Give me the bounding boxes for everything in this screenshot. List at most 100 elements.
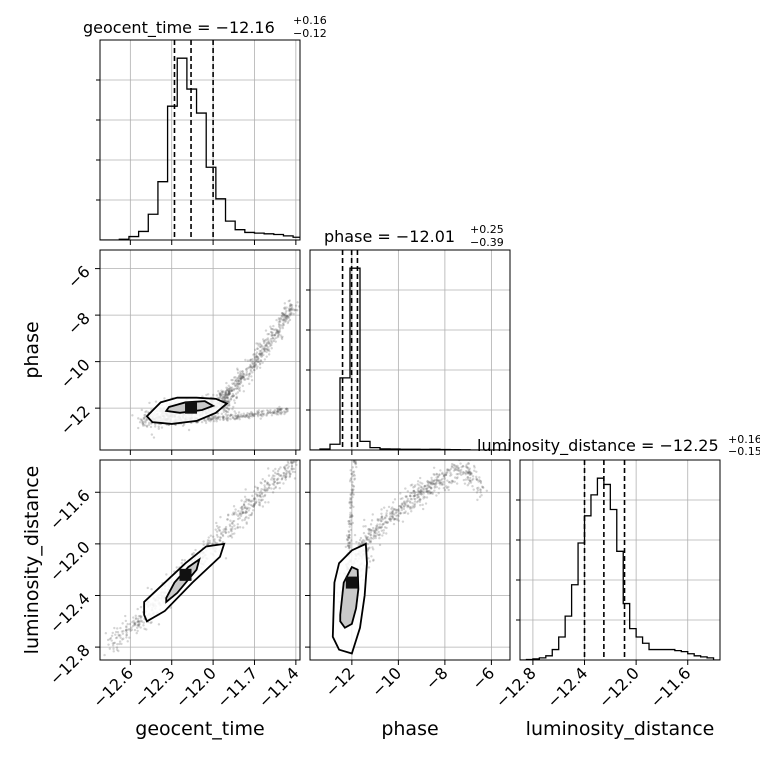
scatter-point (365, 536, 368, 539)
scatter-point (145, 410, 148, 413)
scatter-point (445, 485, 448, 488)
scatter-point (240, 415, 243, 418)
scatter-point (134, 617, 138, 621)
scatter-point (290, 468, 293, 471)
scatter-point (426, 490, 430, 493)
panel-border (519, 459, 721, 661)
scatter-point (227, 408, 230, 411)
scatter-point (352, 445, 354, 447)
scatter-point (430, 478, 434, 482)
scatter-point (227, 400, 230, 403)
scatter-point (274, 340, 277, 343)
scatter-point (270, 341, 273, 345)
scatter-point (288, 473, 292, 476)
scatter-point (208, 541, 212, 544)
scatter-point (233, 532, 236, 535)
scatter-point (352, 493, 356, 496)
scatter-point (265, 344, 268, 347)
scatter-point (223, 395, 227, 398)
scatter-point (219, 539, 222, 543)
scatter-point (395, 511, 398, 514)
scatter-point (218, 528, 221, 532)
title-luminosity-distance-sup: +0.16 (728, 433, 760, 446)
scatter-point (245, 515, 248, 519)
scatter-point (288, 474, 292, 478)
scatter-point (125, 628, 128, 632)
scatter-point (252, 365, 255, 369)
scatter-point (459, 471, 463, 474)
scatter-point (404, 495, 407, 498)
scatter-point (468, 479, 472, 482)
scatter-point (242, 390, 246, 393)
scatter-point (374, 535, 378, 538)
scatter-point (479, 489, 482, 492)
scatter-point (390, 517, 393, 521)
scatter-point (353, 533, 357, 537)
scatter-point (274, 486, 277, 490)
scatter-point (265, 414, 268, 417)
scatter-point (267, 346, 270, 349)
scatter-point (380, 519, 383, 523)
scatter-point (412, 489, 416, 493)
scatter-point (148, 421, 151, 425)
scatter-point (378, 518, 381, 521)
scatter-point (277, 467, 281, 471)
scatter-point (391, 510, 394, 513)
scatter-point (278, 320, 282, 324)
scatter-point (259, 349, 263, 353)
scatter-point (222, 408, 225, 411)
scatter-point (369, 540, 372, 544)
scatter-point (399, 505, 403, 509)
scatter-point (242, 376, 246, 379)
scatter-point (262, 339, 266, 343)
scatter-point (157, 623, 161, 626)
scatter-point (432, 472, 435, 476)
scatter-point (351, 490, 354, 493)
scatter-point (352, 488, 355, 491)
scatter-point (293, 309, 296, 312)
scatter-point (290, 464, 294, 468)
scatter-point (353, 477, 357, 480)
scatter-point (435, 476, 438, 479)
scatter-point (349, 503, 352, 506)
scatter-point (376, 528, 379, 531)
scatter-point (353, 461, 356, 464)
scatter-point (372, 548, 375, 551)
scatter-point (246, 498, 249, 502)
scatter-point (249, 363, 252, 367)
scatter-point (254, 492, 257, 496)
scatter-point (239, 378, 243, 382)
scatter-point (278, 408, 281, 411)
scatter-point (389, 518, 392, 521)
scatter-point (203, 419, 206, 422)
scatter-point (279, 474, 282, 478)
scatter-point (142, 417, 146, 421)
scatter-point (373, 530, 376, 533)
scatter-point (239, 373, 242, 376)
scatter-point (266, 411, 270, 415)
scatter-point (269, 330, 273, 334)
scatter-point (150, 588, 153, 591)
scatter-point (256, 486, 260, 490)
scatter-point (285, 475, 288, 478)
scatter-point (276, 409, 280, 413)
scatter-point (260, 410, 264, 413)
scatter-point (256, 410, 259, 413)
scatter-point (290, 308, 293, 312)
scatter-point (286, 467, 289, 470)
scatter-point (275, 330, 278, 333)
x-tick-label: −12.0 (595, 663, 643, 711)
scatter-point (130, 626, 133, 629)
scatter-point (277, 481, 280, 485)
scatter-point (440, 472, 444, 476)
scatter-point (254, 359, 257, 362)
axis-labels: geocent_time phase luminosity_distance p… (21, 321, 714, 740)
scatter-point (374, 529, 378, 532)
scatter-point (141, 421, 144, 425)
scatter-point (463, 482, 467, 485)
scatter-point (462, 478, 466, 482)
scatter-point (232, 417, 236, 420)
scatter-point (266, 332, 269, 336)
scatter-point (256, 347, 259, 350)
scatter-point (240, 510, 243, 513)
